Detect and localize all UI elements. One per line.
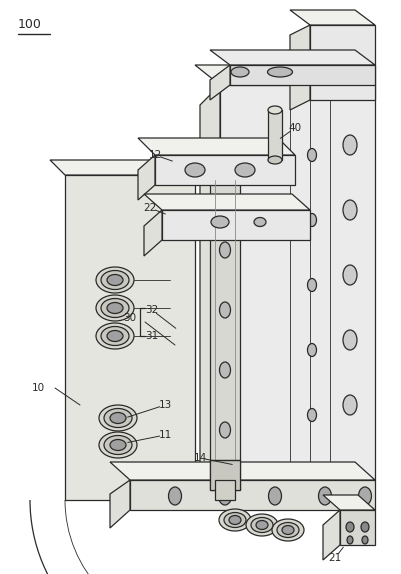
Ellipse shape [272,519,304,541]
Polygon shape [268,110,282,160]
Ellipse shape [168,487,182,505]
Ellipse shape [211,216,229,228]
Ellipse shape [361,522,369,532]
Ellipse shape [101,327,129,346]
Ellipse shape [96,295,134,321]
Ellipse shape [219,487,231,505]
Text: 13: 13 [158,400,172,410]
Text: 10: 10 [31,383,45,393]
Ellipse shape [107,274,123,285]
Polygon shape [144,210,162,256]
Ellipse shape [308,214,316,227]
Ellipse shape [343,265,357,285]
Ellipse shape [219,509,251,531]
Ellipse shape [101,298,129,317]
Text: 31: 31 [146,331,159,341]
Polygon shape [195,65,375,85]
Ellipse shape [110,413,126,424]
Ellipse shape [269,487,282,505]
Polygon shape [138,155,155,200]
Ellipse shape [107,302,123,313]
Polygon shape [220,85,375,480]
Text: 14: 14 [193,453,207,463]
Polygon shape [210,460,240,490]
Text: 32: 32 [146,305,159,315]
Text: 30: 30 [124,313,137,323]
Polygon shape [310,25,375,100]
Ellipse shape [224,513,246,528]
Ellipse shape [99,405,137,431]
Polygon shape [130,480,375,510]
Ellipse shape [235,163,255,177]
Ellipse shape [99,432,137,458]
Ellipse shape [231,67,249,77]
Ellipse shape [346,522,354,532]
Ellipse shape [110,440,126,451]
Ellipse shape [343,135,357,155]
Polygon shape [110,462,375,480]
Ellipse shape [256,521,268,529]
Text: 40: 40 [288,123,302,133]
Ellipse shape [318,487,332,505]
Text: 22: 22 [144,203,157,213]
Ellipse shape [107,331,123,342]
Ellipse shape [308,278,316,292]
Polygon shape [210,65,230,100]
Polygon shape [138,138,295,155]
Ellipse shape [277,522,299,537]
Ellipse shape [282,526,294,534]
Polygon shape [155,155,295,185]
Ellipse shape [343,395,357,415]
Ellipse shape [96,267,134,293]
Polygon shape [323,510,340,560]
Ellipse shape [267,67,292,77]
Polygon shape [200,85,220,500]
Ellipse shape [254,218,266,227]
Polygon shape [323,495,375,510]
Ellipse shape [308,409,316,421]
Ellipse shape [268,106,282,114]
Polygon shape [50,160,195,175]
Polygon shape [290,25,310,110]
Polygon shape [65,175,195,500]
Ellipse shape [185,163,205,177]
Polygon shape [110,480,130,528]
Polygon shape [162,210,310,240]
Ellipse shape [219,362,231,378]
Text: 11: 11 [158,430,172,440]
Ellipse shape [229,515,241,525]
Ellipse shape [219,302,231,318]
Ellipse shape [101,270,129,289]
Ellipse shape [358,487,371,505]
Ellipse shape [104,436,132,455]
Polygon shape [215,480,235,500]
Ellipse shape [251,518,273,533]
Ellipse shape [104,409,132,428]
Ellipse shape [219,242,231,258]
Ellipse shape [96,323,134,349]
Polygon shape [230,65,375,85]
Text: 12: 12 [148,150,162,160]
Ellipse shape [343,330,357,350]
Ellipse shape [362,536,368,544]
Ellipse shape [308,343,316,356]
Ellipse shape [347,536,353,544]
Ellipse shape [268,156,282,164]
Ellipse shape [219,422,231,438]
Ellipse shape [343,200,357,220]
Polygon shape [210,50,375,65]
Polygon shape [340,510,375,545]
Ellipse shape [308,149,316,161]
Polygon shape [195,168,240,180]
Polygon shape [290,10,375,25]
Polygon shape [144,194,310,210]
Text: 21: 21 [328,553,342,563]
Polygon shape [210,180,240,490]
Ellipse shape [246,514,278,536]
Text: 100: 100 [18,18,42,31]
